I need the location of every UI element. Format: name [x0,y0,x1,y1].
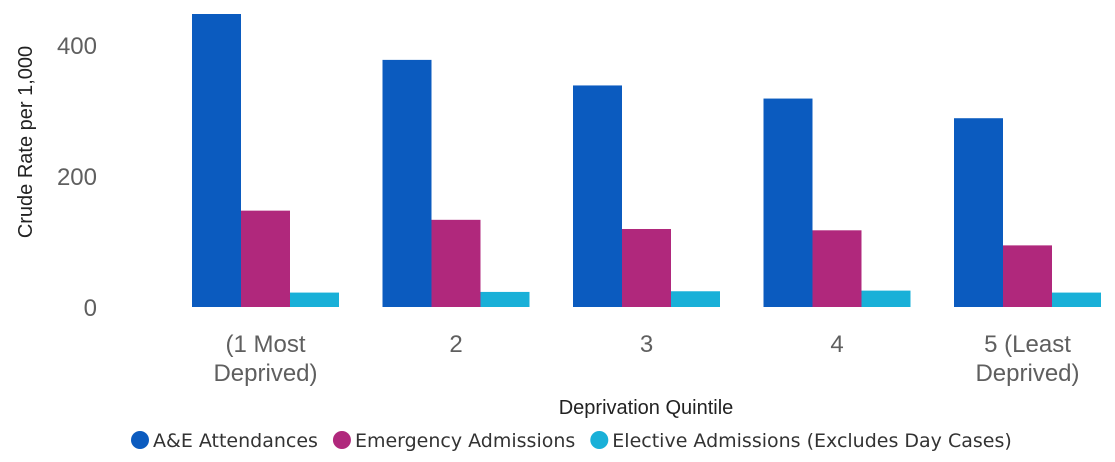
bar-a-e-attendances-2 [382,59,432,308]
bar-emergency-admissions-4 [812,230,862,307]
bar-emergency-admissions-3 [622,228,671,307]
x-tick-label: 3 [640,331,653,358]
bars [192,14,1101,308]
bar-a-e-attendances-1 [192,14,241,307]
y-axis-ticks: 0 200 400 [57,33,97,322]
x-axis-categories: (1 Most Deprived) 2 3 4 5 (Least Deprived) [213,331,1079,387]
legend-label: A&E Attendances [153,430,318,452]
legend-marker [131,431,149,449]
bar-elective-admissions-excludes-day-cases-5 [1052,292,1101,307]
bar-elective-admissions-excludes-day-cases-2 [480,291,530,307]
bar-elective-admissions-excludes-day-cases-3 [671,291,720,307]
legend-marker [590,431,609,449]
legend-item: Emergency Admissions [332,430,575,452]
y-tick-label: 400 [57,33,97,60]
legend-item: Elective Admissions (Excludes Day Cases) [590,430,1012,452]
x-tick-label: 4 [830,331,843,358]
y-tick-label: 0 [84,295,97,322]
legend-label: Elective Admissions (Excludes Day Cases) [612,430,1011,452]
bar-emergency-admissions-5 [1003,245,1052,307]
y-axis-title: Crude Rate per 1,000 [15,46,37,238]
x-axis-title: Deprivation Quintile [559,397,734,419]
bar-emergency-admissions-1 [241,210,290,307]
bar-elective-admissions-excludes-day-cases-1 [290,292,339,307]
y-tick-label: 200 [57,164,97,191]
legend: A&E Attendances Emergency Admissions Elect… [131,430,1012,452]
legend-item: A&E Attendances [131,430,318,452]
x-tick-label: 5 (Least Deprived) [975,331,1079,387]
bar-a-e-attendances-3 [573,85,622,308]
bar-a-e-attendances-5 [954,118,1003,308]
bar-a-e-attendances-4 [763,98,813,308]
x-tick-label: (1 Most Deprived) [213,331,317,387]
y-axis-title-group: Crude Rate per 1,000 [15,46,37,238]
bar-emergency-admissions-2 [431,219,481,307]
legend-label: Emergency Admissions [355,430,575,452]
legend-marker [332,431,351,449]
bar-elective-admissions-excludes-day-cases-4 [861,290,911,307]
x-tick-label: 2 [449,331,462,358]
